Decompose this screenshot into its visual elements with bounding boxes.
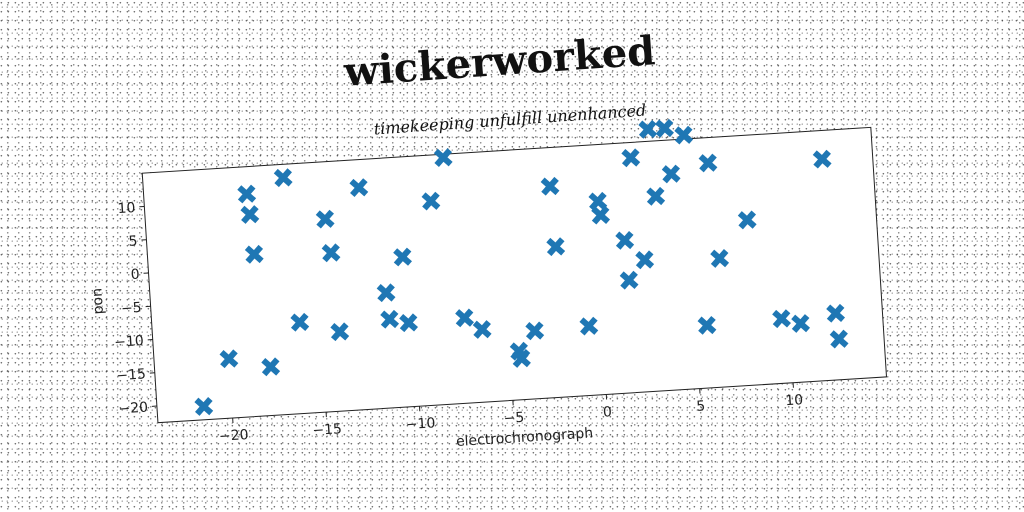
y-axis-label: pon: [89, 288, 107, 315]
scatter-point: [472, 320, 492, 339]
scatter-point: [399, 313, 419, 333]
y-tick-label: −10: [114, 333, 144, 351]
x-tick-label: 5: [696, 398, 706, 415]
x-axis-label: electrochronograph: [456, 425, 594, 450]
scatter-point: [591, 205, 611, 225]
y-axis: −20 −15 −10 −5 0 5 10: [114, 200, 157, 418]
scatter-point: [655, 118, 674, 138]
scatter-point: [772, 309, 791, 329]
scatter-point: [240, 205, 260, 224]
scatter-point: [525, 321, 545, 341]
scatter-point: [261, 357, 281, 377]
scatter-point: [588, 191, 608, 211]
y-tick-label: 5: [128, 233, 138, 250]
scatter-point: [244, 244, 264, 264]
x-axis: −20 −15 −10 −5 0 5 10: [219, 382, 804, 445]
scatter-point: [579, 316, 599, 336]
plot-area: −20 −15 −10 −5 0 5 10 −20 −15 −10 −5 0 5 10 electroc…: [89, 118, 888, 450]
y-tick-label: −20: [118, 400, 148, 418]
scatter-point: [433, 148, 453, 167]
scatter-point: [619, 270, 639, 290]
scatter-point: [661, 164, 681, 184]
scatter-point: [646, 186, 666, 206]
plot-frame: [141, 126, 888, 424]
scatter-point: [674, 125, 694, 145]
scatter-point: [812, 149, 832, 169]
scatter-point: [290, 312, 310, 332]
scatter-point: [194, 397, 214, 416]
scatter-point: [219, 349, 239, 369]
scatter-point: [697, 315, 717, 335]
scatter-point: [321, 243, 341, 263]
scatter-point: [330, 322, 350, 342]
scatter-point: [635, 250, 655, 270]
y-tick-label: 0: [130, 267, 140, 284]
scatter-point: [737, 210, 757, 230]
y-tick-label: −5: [121, 300, 143, 317]
scatter-point: [698, 153, 718, 173]
x-tick-label: −20: [219, 427, 249, 445]
scatter-point: [546, 237, 566, 257]
scatter-point: [826, 303, 846, 323]
scatter-point: [273, 168, 293, 188]
x-tick-label: −15: [312, 421, 342, 439]
scatter-point: [315, 209, 335, 229]
x-tick-label: −5: [503, 410, 525, 427]
scatter-point: [791, 314, 811, 333]
scatter-point: [615, 230, 635, 250]
scatter-point: [349, 178, 369, 198]
scatter-point: [376, 283, 396, 303]
scatter-point: [393, 247, 412, 267]
scatter-point: [638, 119, 658, 139]
scatter-point: [829, 329, 849, 349]
scatter-point: [512, 348, 531, 368]
scatter-point: [380, 309, 400, 329]
y-tick-label: 10: [117, 200, 136, 217]
scatter-point: [710, 249, 730, 268]
x-tick-label: 10: [785, 392, 804, 409]
scatter-point: [621, 148, 641, 168]
scatter-point: [540, 176, 560, 196]
scatter-point: [421, 191, 441, 211]
data-points: [194, 118, 849, 416]
y-tick-label: −15: [116, 366, 146, 384]
x-tick-label: −10: [405, 415, 435, 433]
scatter-point: [455, 308, 474, 328]
scatter-point: [237, 184, 257, 204]
x-tick-label: 0: [602, 404, 612, 421]
